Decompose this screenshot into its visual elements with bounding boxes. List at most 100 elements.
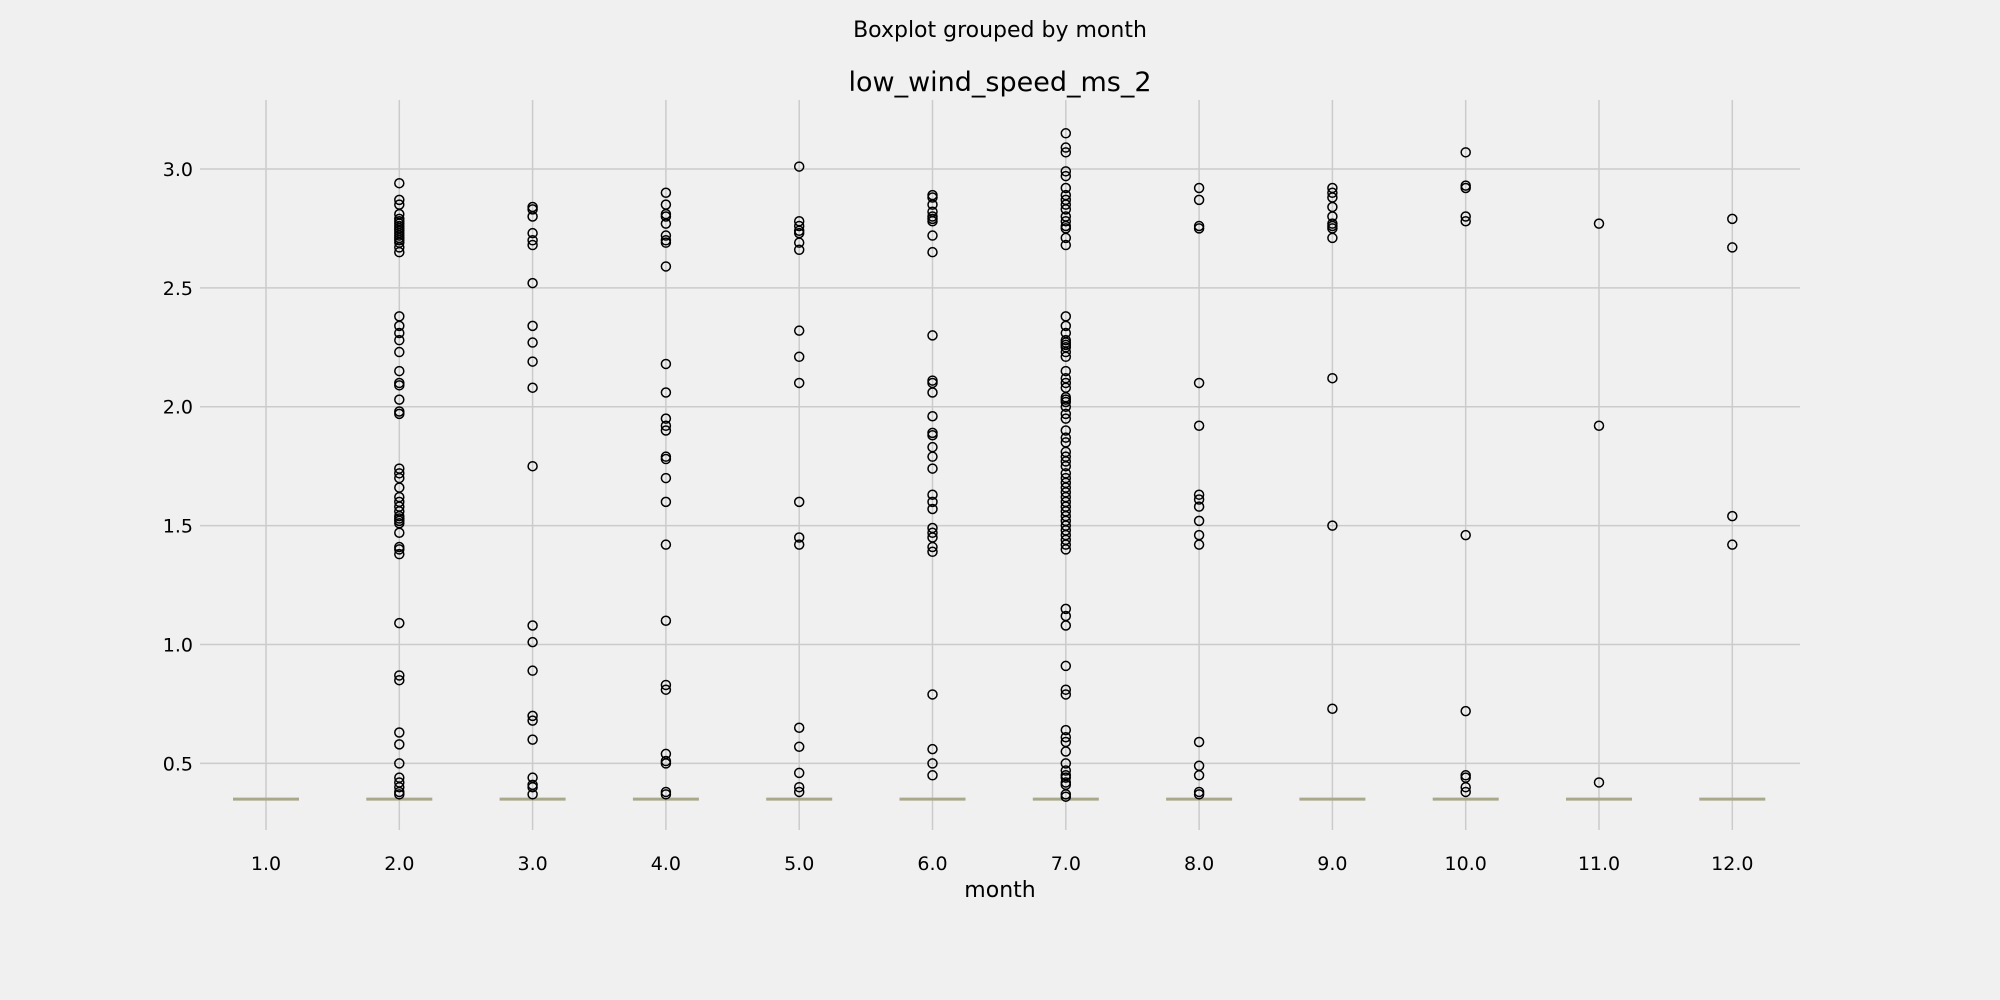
outlier-point bbox=[527, 665, 538, 676]
x-tick-label: 3.0 bbox=[517, 853, 547, 875]
outlier-point bbox=[660, 615, 672, 626]
outlier-point bbox=[1060, 791, 1072, 802]
y-tick-label: 1.5 bbox=[163, 516, 193, 538]
outlier-point bbox=[793, 244, 805, 256]
outlier-point bbox=[394, 670, 405, 681]
outlier-point bbox=[1727, 510, 1738, 522]
x-tick-label: 5.0 bbox=[784, 853, 814, 875]
y-tick-label: 2.0 bbox=[163, 397, 193, 419]
outlier-point bbox=[660, 358, 672, 370]
outlier-point bbox=[1060, 746, 1072, 757]
outlier-point bbox=[394, 380, 405, 391]
outlier-point bbox=[527, 636, 538, 648]
outlier-point bbox=[1060, 365, 1072, 377]
outlier-point bbox=[1193, 501, 1205, 512]
outlier-point bbox=[1193, 194, 1205, 206]
outlier-point bbox=[1060, 758, 1072, 769]
outlier-point bbox=[1327, 372, 1338, 384]
outlier-point bbox=[793, 539, 805, 550]
outlier-point bbox=[793, 377, 805, 389]
outlier-point bbox=[394, 365, 405, 377]
outlier-point bbox=[527, 710, 538, 722]
outlier-point bbox=[1060, 199, 1072, 210]
outlier-point bbox=[1060, 413, 1072, 424]
outlier-point bbox=[1193, 223, 1205, 234]
outlier-point bbox=[1460, 216, 1471, 227]
x-tick-label: 10.0 bbox=[1445, 853, 1487, 875]
outlier-point bbox=[1060, 232, 1072, 244]
outlier-point bbox=[927, 758, 938, 769]
outlier-point bbox=[1060, 660, 1072, 672]
outlier-point bbox=[1060, 724, 1072, 736]
outlier-point bbox=[527, 204, 538, 215]
outlier-point bbox=[927, 541, 938, 553]
outlier-point bbox=[527, 320, 538, 332]
outlier-point bbox=[927, 430, 938, 441]
outlier-point bbox=[1060, 377, 1072, 389]
chart-title: low_wind_speed_ms_2 bbox=[848, 67, 1151, 98]
outlier-point bbox=[660, 425, 672, 436]
y-gridlines bbox=[200, 168, 1800, 765]
outlier-point bbox=[660, 387, 672, 398]
outlier-point bbox=[927, 743, 938, 755]
outlier-point bbox=[527, 460, 538, 472]
outlier-point bbox=[1193, 539, 1205, 550]
outlier-point bbox=[1060, 620, 1072, 631]
outlier-point bbox=[660, 187, 672, 198]
x-gridlines bbox=[265, 100, 1734, 830]
outlier-point bbox=[1060, 408, 1072, 420]
x-tick-label: 11.0 bbox=[1578, 853, 1620, 875]
outlier-point bbox=[1193, 494, 1205, 505]
outlier-point bbox=[1060, 182, 1072, 194]
outlier-point bbox=[793, 220, 805, 232]
outlier-point bbox=[394, 527, 405, 539]
chart-suptitle: Boxplot grouped by month bbox=[853, 18, 1147, 43]
outlier-point bbox=[1060, 772, 1072, 783]
outlier-points bbox=[394, 128, 1738, 802]
outlier-point bbox=[1060, 320, 1072, 332]
outlier-point bbox=[793, 767, 805, 779]
outlier-point bbox=[927, 230, 938, 241]
outlier-point bbox=[1060, 684, 1072, 695]
outlier-point bbox=[394, 789, 405, 800]
outlier-point bbox=[1060, 603, 1072, 615]
outlier-point bbox=[394, 617, 405, 629]
outlier-point bbox=[1727, 242, 1738, 253]
outlier-point bbox=[1193, 770, 1205, 781]
outlier-point bbox=[1727, 539, 1738, 550]
outlier-point bbox=[1327, 187, 1338, 198]
outlier-point bbox=[394, 544, 405, 555]
outlier-point bbox=[927, 199, 938, 210]
outlier-point bbox=[793, 532, 805, 543]
x-tick-label: 7.0 bbox=[1051, 853, 1081, 875]
y-tick-label: 3.0 bbox=[163, 159, 193, 181]
outlier-point bbox=[793, 161, 805, 172]
outlier-point bbox=[660, 539, 672, 550]
outlier-point bbox=[1193, 489, 1205, 500]
outlier-point bbox=[1060, 456, 1072, 467]
outlier-point bbox=[1460, 211, 1471, 222]
outlier-point bbox=[1060, 432, 1072, 443]
x-tick-label: 12.0 bbox=[1711, 853, 1753, 875]
outlier-point bbox=[927, 496, 938, 508]
outlier-point bbox=[527, 715, 538, 726]
outlier-point bbox=[927, 770, 938, 781]
outlier-point bbox=[793, 786, 805, 798]
outlier-point bbox=[1460, 529, 1471, 541]
outlier-point bbox=[527, 211, 538, 222]
outlier-point bbox=[1060, 732, 1072, 743]
x-tick-label: 1.0 bbox=[251, 853, 281, 875]
outlier-point bbox=[394, 727, 405, 738]
outlier-point bbox=[1060, 170, 1072, 182]
outlier-point bbox=[1060, 689, 1072, 700]
outlier-point bbox=[394, 346, 405, 358]
outlier-point bbox=[1060, 460, 1072, 472]
outlier-point bbox=[527, 356, 538, 367]
outlier-point bbox=[793, 351, 805, 363]
outlier-point bbox=[394, 739, 405, 750]
outlier-point bbox=[1060, 425, 1072, 436]
outlier-point bbox=[527, 620, 538, 631]
y-tick-label: 1.0 bbox=[163, 635, 193, 657]
outlier-point bbox=[660, 684, 672, 695]
